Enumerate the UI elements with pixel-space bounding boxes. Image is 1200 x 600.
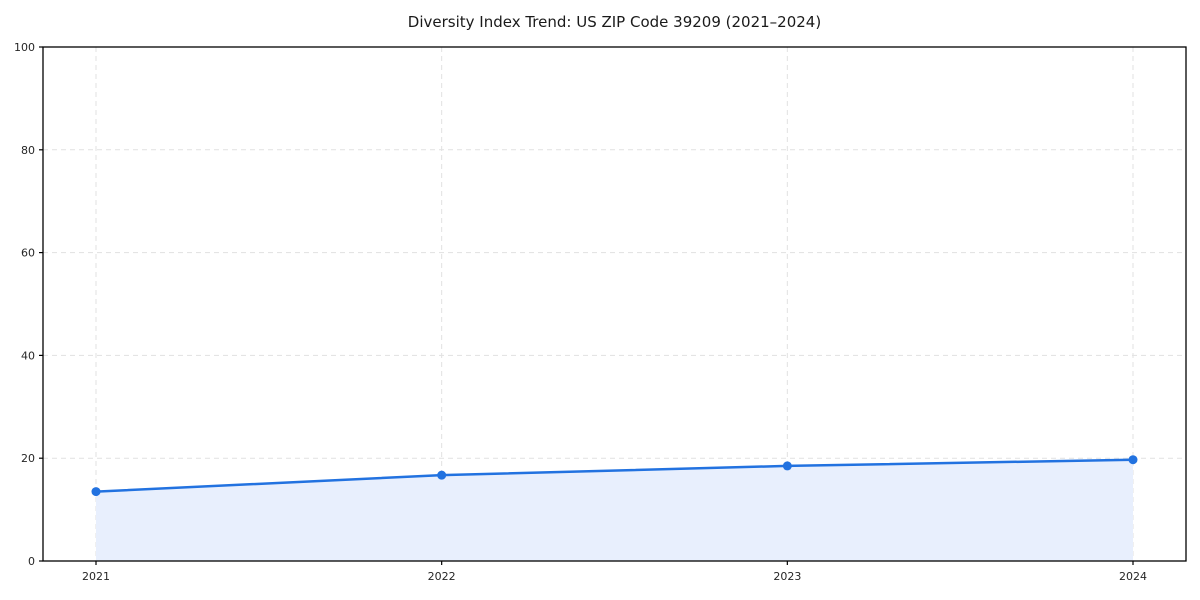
trend-line [94,458,1135,493]
chart-title: Diversity Index Trend: US ZIP Code 39209… [407,13,822,31]
data-point [91,487,101,497]
plot-border [42,46,1187,562]
data-point [437,470,447,480]
y-tick-label: 60 [21,247,35,260]
area-fill [96,459,1133,561]
data-point [782,461,792,471]
x-tick-label: 2024 [1119,570,1147,583]
y-tick-label: 100 [14,41,35,54]
data-point [1128,455,1138,465]
y-tick-label: 80 [21,144,35,157]
y-tick-label: 20 [21,452,35,465]
x-tick-label: 2022 [428,570,456,583]
y-tick-label: 0 [28,555,35,568]
y-tick-label: 40 [21,349,35,362]
x-tick-label: 2021 [82,570,110,583]
x-tick-label: 2023 [773,570,801,583]
